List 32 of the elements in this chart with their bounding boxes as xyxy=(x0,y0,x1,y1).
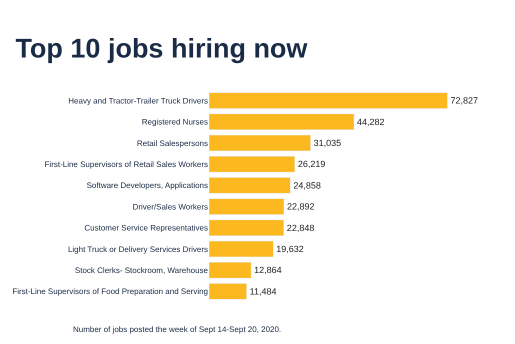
chart-title: Top 10 jobs hiring now xyxy=(15,34,308,64)
data-label: 19,632 xyxy=(276,244,304,254)
y-tick-label: Stock Clerks- Stockroom, Warehouse xyxy=(74,266,209,275)
y-tick-label: First-Line Supervisors of Retail Sales Workers xyxy=(44,160,208,169)
bar xyxy=(209,92,448,109)
bar xyxy=(209,114,354,130)
data-label: 11,484 xyxy=(250,286,276,296)
data-label: 72,827 xyxy=(450,96,478,106)
bar xyxy=(209,134,311,152)
y-tick-label: First-Line Supervisors of Food Preparation and Serving xyxy=(12,287,208,296)
y-tick-label: Registered Nurses xyxy=(142,118,208,127)
y-tick-label: Heavy and Tractor-Trailer Truck Drivers xyxy=(68,96,208,106)
data-label: 22,892 xyxy=(286,202,314,212)
bar xyxy=(209,220,284,236)
y-tick-label: Retail Salespersons xyxy=(136,138,208,148)
bar xyxy=(209,198,284,215)
bar xyxy=(209,156,296,172)
y-tick-label: Light Truck or Delivery Services Drivers xyxy=(68,244,208,254)
bar xyxy=(209,240,274,258)
data-label: 24,858 xyxy=(293,180,321,190)
data-label: 22,848 xyxy=(286,222,314,233)
y-tick-label: Customer Service Representatives xyxy=(84,224,208,233)
text: Number of jobs posted the week of Sept 14-Sept 20, 2020. xyxy=(73,325,282,334)
bar xyxy=(209,283,247,300)
data-label: 26,219 xyxy=(298,159,326,170)
bar xyxy=(209,262,252,278)
y-tick-label: Software Developers, Applications xyxy=(86,181,208,190)
data-label: 12,864 xyxy=(254,265,282,276)
data-label: 44,282 xyxy=(356,116,385,127)
bar xyxy=(209,177,291,194)
y-tick-label: Driver/Sales Workers xyxy=(132,202,208,212)
data-label: 31,035 xyxy=(314,138,342,148)
